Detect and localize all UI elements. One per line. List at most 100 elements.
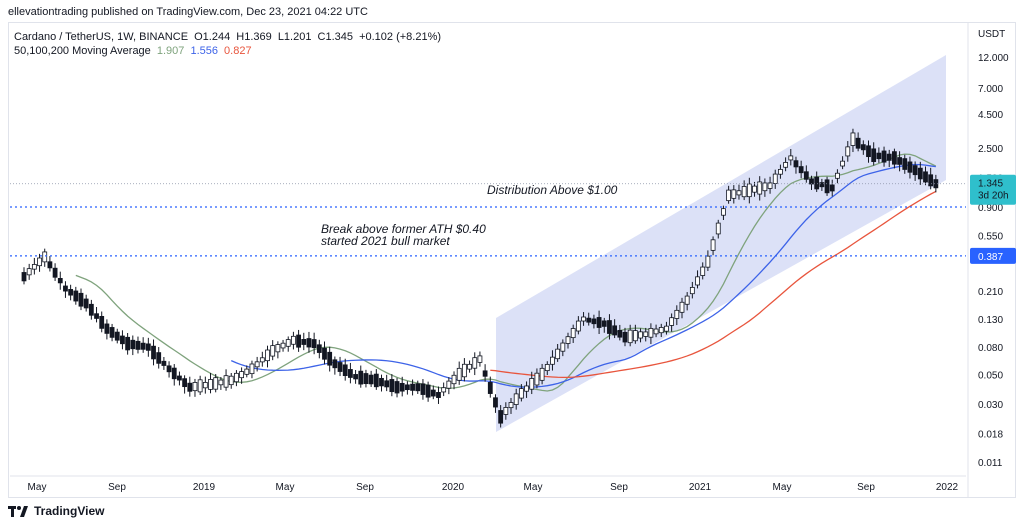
time-tick: 2020 <box>442 482 465 493</box>
candle <box>550 356 555 365</box>
candle <box>47 261 53 269</box>
candle <box>788 155 794 161</box>
candle <box>78 292 84 307</box>
candle <box>73 290 79 302</box>
time-tick: May <box>28 482 47 493</box>
candle <box>866 145 871 158</box>
candle <box>860 144 866 151</box>
candle <box>104 323 110 334</box>
candle <box>487 382 493 394</box>
time-tick: Sep <box>108 482 126 493</box>
symbol-line: Cardano / TetherUS, 1W, BINANCE <box>14 31 189 43</box>
candle <box>591 318 597 325</box>
candle <box>555 348 561 360</box>
candle <box>513 393 519 405</box>
last-price-value: 1.345 <box>978 179 1003 190</box>
ma200-value: 0.827 <box>224 45 252 57</box>
candle <box>337 362 343 372</box>
time-tick: 2021 <box>689 482 712 493</box>
candle <box>679 301 685 313</box>
price-tick: 0.030 <box>978 400 1003 411</box>
candle <box>565 336 571 344</box>
candle <box>607 320 612 334</box>
candle <box>244 368 250 375</box>
candle <box>752 185 757 193</box>
candle <box>31 264 37 270</box>
candle <box>710 239 716 251</box>
candle <box>130 339 136 350</box>
ohlc-open: O1.244 <box>194 31 231 43</box>
last-price-tag <box>970 174 1016 205</box>
price-tick: 2.500 <box>978 144 1003 155</box>
candle <box>664 325 669 332</box>
price-tick: 4.500 <box>978 110 1003 121</box>
ohlc-close: C1.345 <box>317 31 354 43</box>
candle <box>689 286 695 295</box>
candle <box>410 383 415 391</box>
footer: TradingView <box>8 504 104 518</box>
candle <box>182 378 188 388</box>
candle <box>301 339 307 345</box>
candle <box>757 181 763 195</box>
candle <box>477 355 483 363</box>
candle <box>275 344 281 353</box>
candle <box>389 379 395 393</box>
candle <box>731 189 737 199</box>
time-tick: Sep <box>610 482 628 493</box>
candle <box>311 339 317 349</box>
price-tick: 7.000 <box>978 84 1003 95</box>
candle <box>809 178 814 185</box>
candle <box>270 345 276 357</box>
candle <box>265 349 270 362</box>
ohlc-change: +0.102 (+8.21%) <box>359 31 442 43</box>
candle <box>721 208 726 216</box>
candle <box>746 183 752 198</box>
price-tick: 0.011 <box>978 458 1003 469</box>
candle <box>928 174 934 187</box>
time-tick: May <box>773 482 792 493</box>
candle <box>239 371 245 379</box>
candle <box>570 328 576 339</box>
candle <box>358 370 364 385</box>
candle <box>177 375 182 381</box>
candle <box>197 379 203 393</box>
candle <box>83 298 89 309</box>
candle <box>415 383 421 392</box>
candle <box>855 137 861 149</box>
candle <box>892 151 897 165</box>
candle <box>560 342 566 352</box>
candle <box>684 295 690 305</box>
candle <box>285 339 291 347</box>
candle <box>430 389 436 397</box>
candle <box>917 167 923 180</box>
candle <box>37 257 42 267</box>
ma100-line <box>230 163 936 388</box>
candle <box>467 363 472 370</box>
candle <box>493 397 498 408</box>
price-tick: 0.900 <box>978 203 1003 214</box>
candle <box>327 351 333 366</box>
price-tick: 0.210 <box>978 287 1003 298</box>
candle <box>135 340 141 350</box>
level-tag <box>970 247 1016 264</box>
candle <box>436 392 441 398</box>
candle <box>778 168 783 175</box>
candle <box>498 410 504 424</box>
candle <box>140 342 146 350</box>
candle <box>316 344 322 353</box>
candle <box>638 331 643 339</box>
candle <box>715 222 721 235</box>
chart-legend: Cardano / TetherUS, 1W, BINANCE O1.244 H… <box>14 30 441 58</box>
candle <box>451 374 457 385</box>
candle <box>42 251 48 263</box>
candle <box>767 182 773 189</box>
candle <box>741 186 747 198</box>
candle <box>534 372 540 386</box>
candle <box>524 385 529 392</box>
tradingview-logo-icon <box>8 506 28 517</box>
candle <box>332 359 338 369</box>
candle <box>658 327 664 334</box>
ma50-line <box>75 153 937 392</box>
candle <box>529 378 535 390</box>
